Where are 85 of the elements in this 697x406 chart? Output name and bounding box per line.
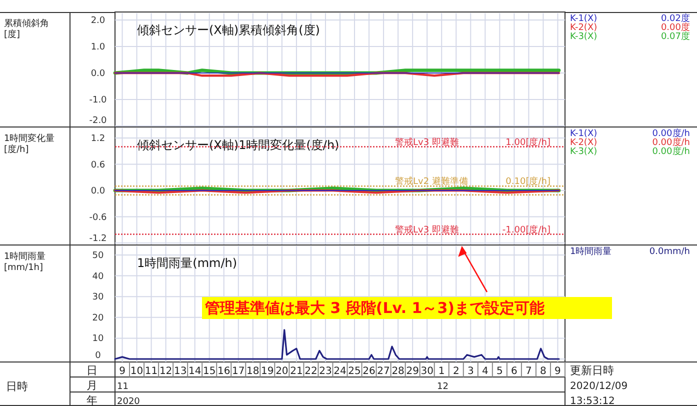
text: K-2(X)	[570, 23, 598, 33]
y-tick-label: -1.2	[89, 234, 107, 244]
y-tick-label: 20	[92, 313, 104, 324]
x-tick-label: 10	[130, 366, 144, 377]
text: 2020	[117, 397, 140, 406]
y-tick-label: 1.2	[90, 134, 106, 144]
x-tick-label: 23	[319, 366, 332, 377]
x-tick-label: 3	[467, 366, 474, 377]
x-tick-label: 21	[290, 366, 303, 377]
text: 0.02度	[660, 13, 690, 24]
text: K-1(X)	[570, 14, 598, 24]
text: 日時	[6, 380, 28, 393]
x-tick-label: 2	[452, 366, 460, 377]
annotation: 1.00[度/h]	[506, 136, 550, 148]
x-tick-label: 15	[202, 366, 216, 377]
x-tick-label: 18	[246, 366, 260, 377]
y-tick-label: 50	[92, 251, 104, 261]
x-tick-label: 9	[119, 366, 126, 377]
text: 13:53:12	[570, 396, 615, 406]
text: 0.00度	[660, 22, 690, 33]
y-tick-label: 40	[92, 272, 104, 282]
x-tick-label: 4	[482, 366, 488, 377]
chart-title: 傾斜センサー(X軸)1時間変化量(度/h)	[137, 138, 340, 152]
x-tick-label: 14	[188, 366, 202, 377]
ref-line-label: 警戒Lv3 即避難	[395, 136, 459, 148]
x-tick-label: 25	[348, 366, 361, 377]
y-tick-label: 0	[95, 351, 102, 361]
text: 0.00度/h	[652, 128, 690, 139]
y-tick-label: 10	[92, 334, 104, 344]
x-tick-label: 27	[377, 366, 390, 377]
y-axis-title: 1時間雨量 [mm/1h]	[4, 251, 46, 273]
text: 0.00度/h	[652, 137, 690, 148]
line-series	[114, 329, 560, 360]
chart-title: 1時間雨量(mm/h)	[137, 256, 238, 270]
y-axis-title: 累積傾斜角 [度]	[4, 18, 49, 40]
annotation: 0.10[度/h]	[506, 176, 550, 188]
ref-line-label: 警戒Lv2 避難準備	[395, 176, 468, 188]
x-tick-label: 7	[526, 366, 532, 377]
y-tick-label: 0.0	[90, 186, 106, 196]
x-tick-label: 30	[420, 366, 434, 377]
x-tick-label: 8	[540, 366, 546, 377]
text: 更新日時	[570, 364, 614, 377]
text: 1時間雨量	[570, 246, 612, 257]
text: 0.00度/h	[652, 146, 690, 157]
x-tick-label: 11	[144, 366, 158, 377]
x-tick-label: 19	[261, 366, 274, 377]
annotation: -1.00[度/h]	[502, 224, 550, 236]
y-tick-label: 1.0	[90, 42, 106, 52]
text: K-3(X)	[570, 32, 598, 42]
y-tick-label: 2.0	[90, 16, 106, 26]
y-tick-label: 30	[92, 292, 104, 303]
y-tick-label: 0.0	[90, 69, 106, 79]
y-tick-label: -0.6	[89, 212, 108, 223]
text: 年	[86, 394, 98, 406]
annotation: 管理基準値は最大 3 段階(Lv. 1～3)まで設定可能	[204, 299, 546, 317]
text: K-1(X)	[570, 129, 598, 139]
text: 0.07度	[660, 31, 690, 42]
text: K-2(X)	[570, 138, 598, 148]
x-tick-label: 12	[159, 366, 172, 377]
x-tick-label: 6	[511, 366, 518, 377]
y-axis-title: 1時間変化量 [度/h]	[4, 133, 55, 155]
ref-line-label: 警戒Lv3 即避難	[395, 224, 459, 236]
text: 11	[117, 382, 128, 392]
chart-title: 傾斜センサー(X軸)累積傾斜角(度)	[137, 23, 320, 37]
x-tick-label: 13	[174, 366, 187, 377]
text: 日	[86, 364, 98, 377]
text: 12	[437, 382, 448, 392]
text: 0.0mm/h	[649, 247, 690, 257]
y-tick-label: -2.0	[89, 116, 108, 126]
y-tick-label: 0.6	[90, 160, 106, 170]
y-tick-label: -1.0	[89, 96, 108, 106]
text: 月	[86, 379, 98, 392]
x-tick-label: 17	[232, 366, 245, 377]
x-tick-label: 5	[496, 366, 503, 377]
x-tick-label: 28	[392, 366, 404, 377]
text: K-3(X)	[570, 147, 598, 157]
x-tick-label: 1	[438, 366, 445, 377]
x-tick-label: 9	[554, 366, 561, 377]
x-tick-label: 20	[276, 366, 288, 377]
x-tick-label: 16	[218, 366, 230, 377]
x-tick-label: 22	[304, 366, 318, 377]
text: 2020/12/09	[570, 381, 628, 392]
x-tick-label: 24	[334, 366, 346, 377]
x-tick-label: 26	[362, 366, 376, 377]
x-tick-label: 29	[406, 366, 419, 377]
